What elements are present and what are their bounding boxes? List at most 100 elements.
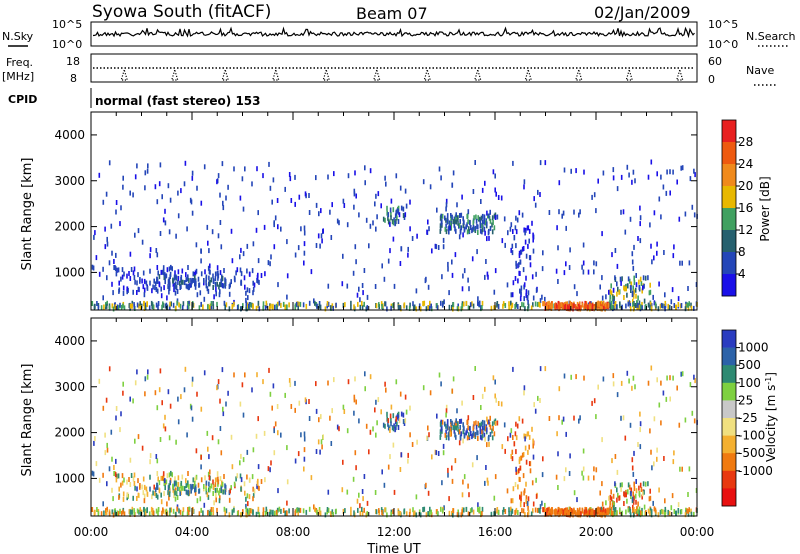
scatter-cell	[115, 415, 117, 421]
scatter-cell	[214, 477, 217, 483]
scatter-cell	[289, 382, 292, 388]
scatter-cell	[162, 423, 165, 429]
scatter-cell	[452, 512, 454, 518]
scatter-cell	[341, 281, 344, 287]
scatter-cell	[112, 496, 114, 502]
scatter-cell	[108, 305, 111, 311]
scatter-cell	[629, 512, 632, 518]
scatter-cell	[134, 438, 136, 444]
scatter-cell	[203, 164, 206, 170]
scatter-cell	[252, 241, 255, 247]
scatter-cell	[665, 190, 668, 196]
scatter-cell	[97, 305, 100, 311]
scatter-cell	[181, 511, 184, 517]
colorbar-swatch	[722, 330, 736, 348]
scatter-cell	[508, 510, 510, 516]
scatter-cell	[457, 512, 460, 518]
scatter-cell	[195, 448, 198, 454]
scatter-cell	[631, 457, 634, 463]
scatter-cell	[190, 483, 192, 489]
scatter-cell	[451, 478, 454, 484]
scatter-cell	[369, 168, 372, 174]
scatter-cell	[473, 421, 475, 427]
scatter-cell	[632, 499, 635, 505]
scatter-cell	[523, 433, 525, 439]
scatter-cell	[110, 429, 113, 435]
scatter-cell	[478, 302, 480, 307]
scatter-cell	[485, 259, 487, 264]
scatter-cell	[253, 282, 256, 288]
scatter-cell	[466, 435, 469, 441]
scatter-cell	[547, 305, 550, 311]
noise-tick-right-top: 10^5	[708, 18, 738, 31]
scatter-cell	[429, 184, 432, 190]
scatter-cell	[243, 275, 246, 281]
scatter-cell	[461, 509, 463, 515]
scatter-cell	[492, 220, 494, 225]
scatter-cell	[656, 241, 658, 247]
scatter-cell	[484, 274, 486, 280]
scatter-cell	[148, 511, 151, 517]
scatter-cell	[318, 301, 321, 306]
scatter-cell	[534, 301, 537, 307]
scatter-cell	[547, 511, 550, 517]
scatter-cell	[536, 507, 539, 513]
scatter-cell	[217, 476, 219, 482]
scatter-cell	[627, 301, 630, 307]
scatter-cell	[614, 507, 617, 512]
scatter-cell	[641, 507, 643, 513]
scatter-cell	[436, 511, 439, 517]
scatter-cell	[486, 427, 488, 433]
scatter-cell	[305, 303, 308, 309]
scatter-cell	[110, 223, 113, 229]
scatter-cell	[523, 488, 526, 494]
scatter-cell	[171, 472, 173, 478]
scatter-cell	[265, 506, 268, 512]
scatter-cell	[439, 432, 442, 437]
scatter-cell	[390, 198, 393, 204]
scatter-cell	[591, 194, 593, 200]
scatter-cell	[599, 507, 601, 513]
scatter-cell	[523, 390, 525, 396]
scatter-cell	[213, 500, 215, 506]
scatter-cell	[176, 300, 178, 306]
scatter-cell	[288, 508, 290, 514]
scatter-cell	[523, 296, 525, 302]
scatter-cell	[481, 300, 484, 306]
scatter-cell	[239, 254, 241, 260]
scatter-cell	[516, 217, 519, 223]
scatter-cell	[622, 415, 625, 421]
scatter-cell	[532, 438, 534, 444]
y-tick-label: 2000	[54, 426, 85, 440]
scatter-cell	[562, 303, 565, 309]
scatter-cell	[425, 276, 427, 282]
scatter-cell	[528, 461, 531, 467]
scatter-cell	[387, 421, 389, 427]
scatter-cell	[649, 289, 652, 295]
scatter-cell	[177, 481, 180, 487]
scatter-cell	[465, 506, 468, 512]
scatter-cell	[155, 508, 158, 514]
scatter-cell	[181, 485, 183, 491]
scatter-cell	[255, 433, 258, 439]
scatter-cell	[187, 480, 189, 486]
scatter-cell	[118, 494, 120, 500]
scatter-cell	[644, 275, 647, 281]
scatter-cell	[128, 477, 130, 482]
scatter-cell	[207, 494, 210, 500]
scatter-cell	[638, 279, 640, 285]
scatter-cell	[494, 187, 496, 193]
scatter-cell	[570, 302, 573, 308]
scatter-cell	[322, 228, 324, 234]
scatter-cell	[593, 398, 596, 404]
scatter-cell	[175, 480, 177, 486]
scatter-cell	[570, 374, 572, 380]
scatter-cell	[510, 506, 512, 512]
scatter-cell	[576, 291, 578, 297]
scatter-cell	[583, 303, 586, 309]
scatter-cell	[419, 306, 422, 312]
scatter-cell	[630, 281, 633, 287]
scatter-cell	[521, 212, 524, 218]
scatter-cell	[214, 276, 217, 282]
scatter-cell	[347, 173, 350, 179]
